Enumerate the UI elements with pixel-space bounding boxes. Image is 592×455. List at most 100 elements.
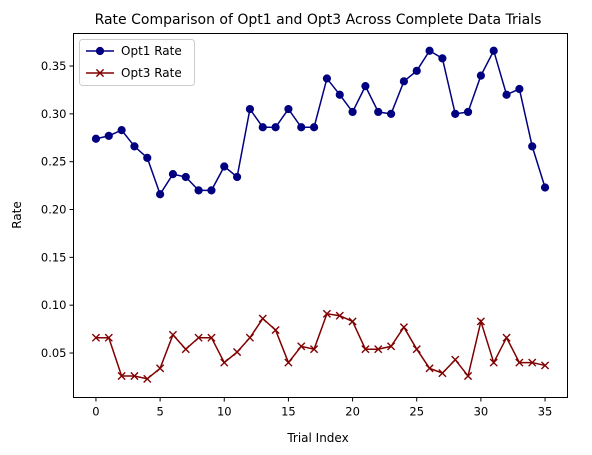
legend-marker bbox=[95, 68, 105, 78]
data-point bbox=[284, 104, 293, 114]
data-point bbox=[207, 186, 216, 195]
data-point bbox=[91, 134, 101, 143]
x-tick-label: 0 bbox=[92, 405, 99, 419]
data-point bbox=[220, 358, 229, 367]
series-opt3-rate bbox=[91, 309, 550, 383]
chart-title: Rate Comparison of Opt1 and Opt3 Across … bbox=[95, 12, 542, 28]
data-point bbox=[361, 82, 370, 91]
y-tick-label: 0.35 bbox=[41, 59, 67, 73]
data-point bbox=[232, 172, 242, 182]
y-tick-label: 0.30 bbox=[41, 107, 67, 121]
data-point bbox=[194, 333, 203, 342]
legend-item: Opt3 Rate bbox=[86, 66, 182, 80]
series-layer bbox=[91, 46, 550, 383]
data-point bbox=[271, 325, 280, 335]
plot-area bbox=[73, 33, 568, 398]
data-point bbox=[156, 364, 165, 373]
data-point bbox=[348, 317, 357, 326]
data-point bbox=[438, 54, 447, 63]
y-axis-label: Rate bbox=[10, 201, 24, 229]
data-point bbox=[438, 369, 447, 378]
data-point bbox=[502, 90, 511, 99]
data-point bbox=[374, 107, 383, 117]
data-point bbox=[130, 371, 139, 381]
data-point bbox=[220, 162, 229, 171]
data-point bbox=[463, 371, 473, 381]
data-point bbox=[258, 123, 267, 132]
y-tick-label: 0.25 bbox=[41, 155, 67, 169]
y-tick-label: 0.15 bbox=[41, 250, 67, 264]
data-point bbox=[412, 345, 421, 354]
legend-marker bbox=[95, 46, 105, 56]
y-tick-label: 0.10 bbox=[41, 298, 67, 312]
data-point bbox=[502, 333, 511, 342]
data-point bbox=[181, 172, 190, 182]
data-point bbox=[258, 314, 267, 323]
data-point bbox=[412, 66, 421, 75]
data-point bbox=[451, 355, 460, 364]
data-point bbox=[130, 142, 139, 151]
x-tick-label: 25 bbox=[409, 405, 424, 419]
data-point bbox=[386, 109, 396, 118]
data-point bbox=[528, 358, 537, 367]
data-point bbox=[271, 123, 280, 132]
data-point bbox=[399, 77, 409, 86]
data-point bbox=[425, 364, 434, 373]
legend-label: Opt1 Rate bbox=[121, 44, 182, 58]
data-point bbox=[528, 142, 537, 151]
x-tick-label: 15 bbox=[281, 405, 296, 419]
data-point bbox=[463, 107, 473, 117]
y-axis: 0.05 0.10 0.15 0.20 0.25 0.30 0.35 bbox=[41, 59, 74, 360]
series-opt1-rate bbox=[91, 46, 550, 199]
data-point bbox=[194, 186, 203, 195]
data-point bbox=[117, 126, 126, 135]
data-point bbox=[348, 107, 357, 117]
data-point bbox=[515, 84, 524, 94]
data-point bbox=[181, 345, 190, 354]
y-tick-label: 0.05 bbox=[41, 346, 67, 360]
data-point bbox=[91, 333, 101, 342]
data-point bbox=[143, 374, 152, 383]
data-point bbox=[515, 358, 524, 367]
x-tick-label: 30 bbox=[474, 405, 489, 419]
data-point bbox=[489, 46, 498, 55]
x-axis-label: Trial Index bbox=[286, 431, 348, 445]
data-point bbox=[374, 345, 383, 354]
x-tick-label: 35 bbox=[538, 405, 553, 419]
data-point bbox=[143, 153, 152, 162]
data-point bbox=[284, 358, 293, 367]
data-point bbox=[245, 333, 255, 342]
x-tick-label: 10 bbox=[217, 405, 232, 419]
data-point bbox=[207, 333, 216, 342]
data-point bbox=[425, 46, 434, 55]
data-point bbox=[297, 342, 306, 351]
y-tick-label: 0.20 bbox=[41, 203, 67, 217]
series-line bbox=[95, 312, 546, 380]
data-point bbox=[233, 347, 242, 357]
data-point bbox=[540, 183, 550, 192]
legend: Opt1 Rate Opt3 Rate bbox=[79, 39, 195, 86]
data-point bbox=[540, 361, 550, 370]
data-point bbox=[117, 371, 126, 381]
data-point bbox=[309, 345, 319, 354]
data-point bbox=[335, 90, 344, 99]
data-point bbox=[309, 123, 319, 132]
data-point bbox=[335, 311, 344, 320]
data-point bbox=[245, 104, 255, 114]
data-point bbox=[297, 123, 306, 132]
x-axis: 0 5 10 15 20 25 30 35 bbox=[92, 397, 553, 419]
data-point bbox=[489, 358, 498, 367]
data-point bbox=[156, 190, 165, 199]
data-point bbox=[104, 333, 113, 342]
x-tick-label: 20 bbox=[345, 405, 360, 419]
data-point bbox=[104, 131, 113, 140]
data-point bbox=[361, 345, 370, 354]
data-point bbox=[476, 317, 485, 326]
data-point bbox=[399, 323, 408, 332]
data-point bbox=[168, 330, 178, 339]
data-point bbox=[476, 71, 485, 80]
legend-label: Opt3 Rate bbox=[121, 66, 182, 80]
data-point bbox=[168, 170, 178, 179]
data-point bbox=[386, 342, 396, 351]
